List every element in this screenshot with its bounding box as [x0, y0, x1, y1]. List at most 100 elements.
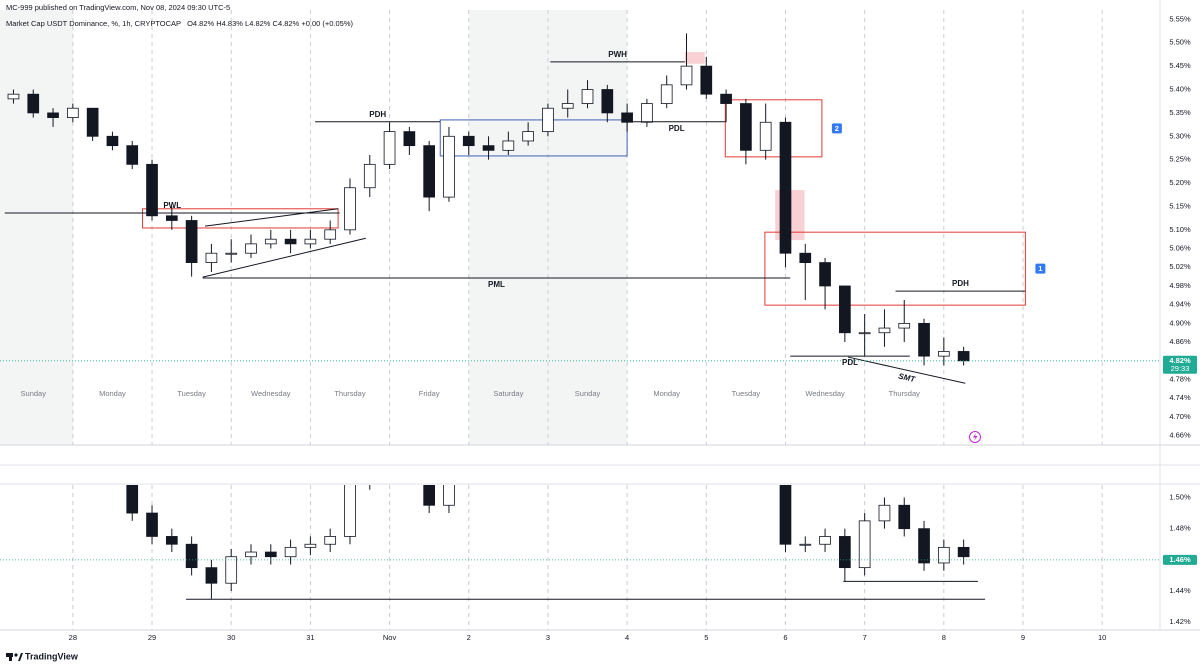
candle-body — [363, 163, 376, 189]
level-label: PDH — [952, 279, 969, 288]
candle-body — [878, 327, 891, 334]
session-label: Monday — [99, 389, 126, 398]
box-label-bg — [831, 123, 842, 134]
x-tick-label: 28 — [69, 633, 77, 642]
candle-body — [660, 84, 673, 104]
candle-body — [225, 252, 238, 255]
candle-body — [957, 351, 970, 362]
candle-body — [126, 145, 139, 165]
y-tick-label: 5.15% — [1169, 201, 1191, 210]
box-label: 2 — [835, 124, 839, 133]
candle-body — [86, 107, 99, 137]
candle-body — [165, 215, 178, 221]
candle-body — [937, 546, 950, 564]
candle-body — [185, 543, 198, 569]
box — [764, 231, 1026, 306]
candle-body — [819, 536, 831, 545]
tradingview-logo — [6, 653, 23, 661]
candle-body — [443, 135, 455, 198]
y-tick-label: 5.10% — [1169, 225, 1191, 234]
x-tick-label: 4 — [625, 633, 629, 642]
x-tick-label: 30 — [227, 633, 235, 642]
alert-icon[interactable] — [969, 431, 981, 443]
candle-body — [779, 121, 792, 254]
candle-body — [502, 140, 515, 151]
candle-body — [423, 485, 436, 506]
y-tick-label: 4.70% — [1169, 412, 1191, 421]
level-label: PDL — [669, 124, 685, 133]
session-label: Sunday — [21, 389, 47, 398]
candle-body — [7, 93, 20, 100]
candle-body — [522, 131, 534, 142]
candle-body — [799, 543, 812, 546]
level-label: PDH — [369, 110, 386, 119]
candle-body — [205, 567, 218, 584]
candle-body — [858, 520, 871, 569]
symbol-title: Market Cap USDT Dominance, %, 1h, CRYPTO… — [6, 19, 181, 28]
candle-body — [185, 220, 198, 263]
x-tick-label: 2 — [467, 633, 471, 642]
level-label: PML — [488, 280, 505, 289]
candle-body — [264, 551, 277, 558]
level-label: PWL — [163, 201, 181, 210]
y-tick-label: 4.86% — [1169, 337, 1191, 346]
candle-body — [581, 89, 594, 104]
candle-body — [799, 252, 812, 263]
candle-body — [106, 135, 119, 147]
candle-body — [839, 536, 851, 569]
box-label-bg — [1035, 263, 1046, 274]
footer-brand: TradingView — [25, 651, 79, 661]
box-label: 1 — [1038, 264, 1042, 273]
candle-body — [542, 107, 554, 133]
candle-body — [225, 556, 238, 584]
candle-body — [264, 238, 277, 245]
candle-body — [878, 504, 891, 522]
candle-body — [898, 322, 911, 329]
candle-body — [740, 103, 752, 151]
candle-body — [205, 252, 218, 263]
box — [142, 208, 339, 229]
y-tick-label: 1.44% — [1169, 586, 1191, 595]
x-tick-label: 6 — [783, 633, 787, 642]
last-price-label: 1.46% — [1169, 555, 1191, 564]
main-layer: 2 1 PWL PDH PWH PDL PML PDH PDL SMT 5.55% 5.50% 5.45… — [0, 14, 1197, 642]
candle-body — [482, 145, 495, 151]
candle-body — [146, 512, 158, 537]
candle-body — [700, 65, 713, 95]
candle-body — [601, 89, 614, 114]
candle-body — [423, 145, 436, 198]
zone — [684, 52, 705, 64]
pane — [0, 485, 1160, 600]
last-price-badge — [1163, 355, 1197, 374]
y-tick-label: 5.35% — [1169, 108, 1191, 117]
session-label: Tuesday — [177, 389, 206, 398]
weekend-shading — [0, 10, 73, 445]
y-tick-label: 5.20% — [1169, 178, 1191, 187]
candle-body — [27, 93, 40, 114]
candle-body — [779, 485, 792, 545]
y-tick-label: 5.45% — [1169, 61, 1191, 70]
trend-line — [847, 356, 966, 384]
session-label: Saturday — [493, 389, 523, 398]
x-tick-label: Nov — [383, 633, 397, 642]
candle-body — [165, 536, 178, 545]
candle-body — [284, 546, 297, 558]
x-tick-label: 3 — [546, 633, 550, 642]
candle-body — [146, 163, 158, 217]
ohlc-legend: O4.82% H4.83% L4.82% C4.82% +0.00 (+0.05… — [187, 19, 353, 28]
last-price-label: 4.82% — [1169, 356, 1191, 365]
y-tick-label: 5.40% — [1169, 85, 1191, 94]
session-label: Monday — [653, 389, 680, 398]
x-tick-label: 9 — [1021, 633, 1025, 642]
session-label: Thursday — [334, 389, 366, 398]
y-tick-label: 5.06% — [1169, 244, 1191, 253]
level-label: PDL — [842, 358, 858, 367]
box — [439, 119, 628, 157]
pane — [0, 33, 1160, 384]
x-tick-label: 31 — [306, 633, 314, 642]
candle-body — [720, 93, 732, 104]
candle-body — [245, 551, 257, 558]
candle-body — [641, 103, 653, 123]
last-price-badge — [1163, 554, 1197, 565]
candle-body — [819, 262, 831, 287]
